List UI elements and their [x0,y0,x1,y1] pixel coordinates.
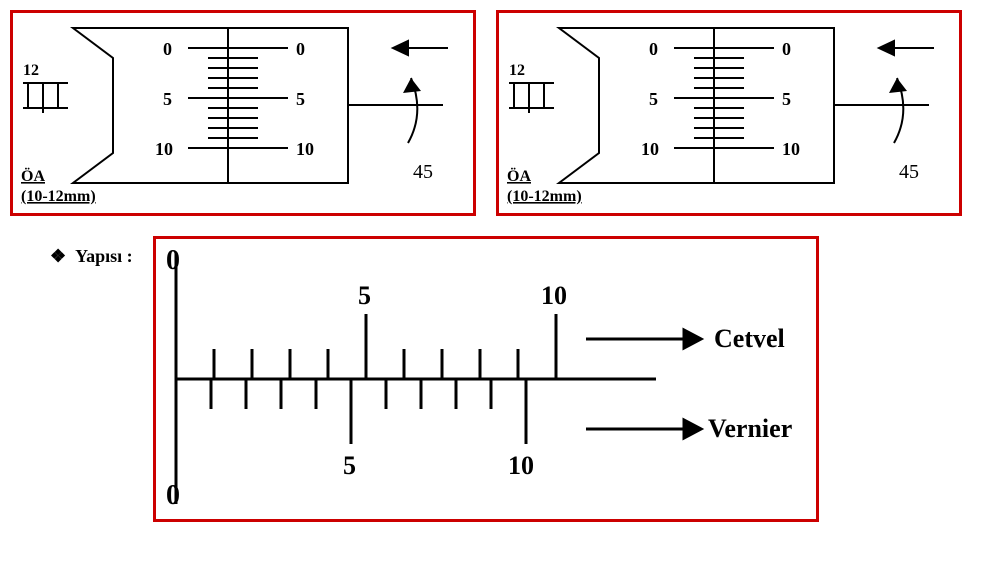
reading-value: 45 [899,161,919,183]
thimble-right-5: 5 [782,89,791,109]
vernier-structure-diagram: 0 5 10 0 5 10 Cetvel Vernier [153,236,819,522]
left-arrow-icon [393,41,448,55]
structure-label-text: Yapısı : [75,246,133,266]
reading-value: 45 [413,161,433,183]
bottom-scale-ticks [176,379,526,504]
micrometer-svg-2: 12 0 5 10 [499,13,959,213]
micrometer-diagram-left: 12 0 5 10 [10,10,476,216]
top-row: 12 0 5 10 [10,10,984,216]
top-mark-5: 5 [358,281,371,310]
micrometer-svg: 12 0 5 10 [13,13,473,213]
thimble-right-0: 0 [296,39,305,59]
range-label-top: ÖA [21,167,45,185]
top-mark-0: 0 [166,245,180,276]
thimble-left-5: 5 [649,89,658,109]
left-arrow-icon [879,41,934,55]
frame-label: 12 [23,62,39,79]
top-mark-10: 10 [541,281,567,310]
bottom-mark-5: 5 [343,451,356,480]
vernier-arrow-icon [586,420,701,438]
cetvel-label: Cetvel [714,324,785,353]
frame-label: 12 [509,62,525,79]
thimble-left-0: 0 [163,39,172,59]
thimble-left-0: 0 [649,39,658,59]
left-ticks [188,48,228,148]
rotation-arrow-icon [403,78,421,143]
micrometer-diagram-right: 12 0 5 10 [496,10,962,216]
bottom-mark-0: 0 [166,480,180,511]
bottom-mark-10: 10 [508,451,534,480]
thimble-left-5: 5 [163,89,172,109]
vernier-label: Vernier [708,414,792,443]
thimble-left-10: 10 [155,139,173,159]
top-scale-ticks [176,254,556,379]
structure-label: ❖ Yapısı : [10,236,153,267]
cetvel-arrow-icon [586,330,701,348]
vernier-svg: 0 5 10 0 5 10 Cetvel Vernier [156,239,816,519]
rotation-arrow-icon [889,78,907,143]
thimble-right-10: 10 [782,139,800,159]
thimble-right-0: 0 [782,39,791,59]
thimble-right-5: 5 [296,89,305,109]
thimble-right-10: 10 [296,139,314,159]
thimble-left-10: 10 [641,139,659,159]
range-label-top: ÖA [507,167,531,185]
range-label-bottom: (10-12mm) [21,188,96,205]
bottom-row: ❖ Yapısı : [10,236,984,522]
range-label-bottom: (10-12mm) [507,188,582,205]
right-ticks [228,48,288,148]
